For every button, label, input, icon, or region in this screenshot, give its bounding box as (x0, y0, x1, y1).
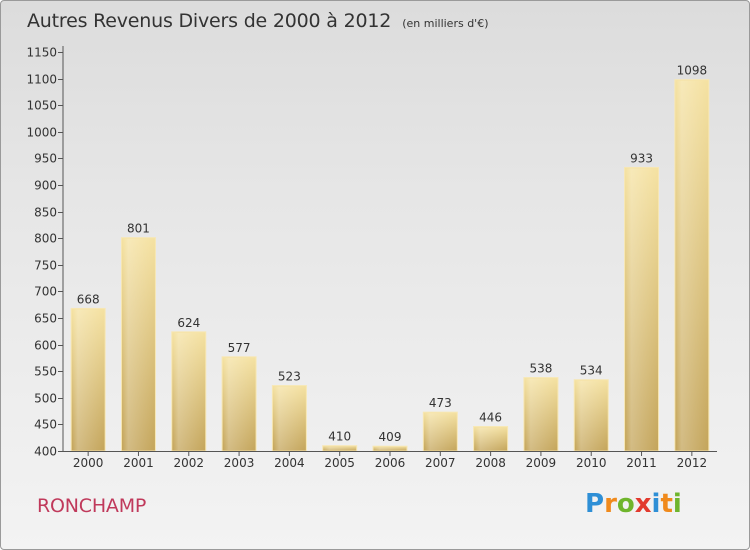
data-label-2004: 523 (278, 370, 301, 384)
data-label-2007: 473 (429, 396, 452, 410)
x-tick-label-2007: 2007 (425, 456, 456, 470)
y-tick-label: 1050 (26, 99, 57, 113)
bar-highlight (323, 446, 356, 450)
logo-letter: i (672, 489, 682, 519)
y-tick-label: 750 (34, 259, 57, 273)
data-labels: 668 801 624 577 523 410 409 473 446 538 534 933 1098 (77, 64, 707, 445)
y-tick-label: 500 (34, 392, 57, 406)
data-label-2000: 668 (77, 292, 100, 306)
x-tick-label-2004: 2004 (274, 456, 305, 470)
y-tick-label: 700 (34, 285, 57, 299)
x-tick-label-2003: 2003 (224, 456, 255, 470)
x-tick-label-2006: 2006 (375, 456, 406, 470)
y-tick-label: 450 (34, 418, 57, 432)
x-tick-label-2009: 2009 (526, 456, 557, 470)
data-label-2003: 577 (228, 341, 251, 355)
y-axis: 400 450 500 550 600 650 700 750 800 850 900 950 1000… (26, 46, 64, 459)
data-label-2011: 933 (630, 151, 653, 165)
x-axis: 2000 2001 2002 2003 2004 2005 2006 2007 2008 2009… (63, 451, 717, 470)
logo-letter: i (651, 489, 661, 519)
data-label-2008: 446 (479, 411, 502, 425)
logo-letter: P (585, 489, 605, 519)
bar-highlight (524, 378, 557, 450)
y-tick-label: 1150 (26, 46, 57, 60)
x-tick-label-2012: 2012 (677, 456, 708, 470)
chart-title: Autres Revenus Divers de 2000 à 2012 (27, 10, 392, 32)
bar-highlight (575, 380, 608, 450)
y-tick-label: 1100 (26, 73, 57, 87)
y-tick-label: 600 (34, 339, 57, 353)
bar-highlight (72, 309, 105, 450)
data-label-2012: 1098 (677, 64, 708, 78)
chart-subtitle: (en milliers d'€) (402, 17, 489, 30)
y-tick-label: 550 (34, 365, 57, 379)
x-tick-label-2002: 2002 (173, 456, 204, 470)
x-tick-label-2001: 2001 (123, 456, 154, 470)
bar-highlight (273, 386, 306, 450)
x-tick-label-2011: 2011 (626, 456, 657, 470)
bar-highlight (675, 80, 708, 450)
bar-highlight (172, 332, 205, 450)
place-name: RONCHAMP (37, 495, 147, 517)
y-tick-label: 400 (34, 445, 57, 459)
bar-highlight (223, 357, 256, 450)
logo-letter: r (604, 489, 617, 519)
y-tick-label: 850 (34, 206, 57, 220)
bar-highlight (474, 427, 507, 450)
proxiti-logo: Proxiti (585, 489, 682, 519)
title-row: Autres Revenus Divers de 2000 à 2012 (en… (27, 10, 489, 32)
logo-letter: x (634, 489, 652, 519)
data-label-2001: 801 (127, 222, 150, 236)
bar-highlight (424, 413, 457, 450)
bar-highlight (374, 447, 406, 450)
x-tick-label-2005: 2005 (324, 456, 355, 470)
y-tick-label: 1000 (26, 126, 57, 140)
x-tick-label-2010: 2010 (576, 456, 607, 470)
bar-highlight (122, 238, 155, 450)
x-tick-label-2000: 2000 (73, 456, 104, 470)
data-label-2009: 538 (529, 362, 552, 376)
logo-letter: o (616, 489, 635, 519)
y-tick-label: 800 (34, 232, 57, 246)
data-label-2002: 624 (177, 316, 200, 330)
y-tick-label: 650 (34, 312, 57, 326)
x-tick-label-2008: 2008 (475, 456, 506, 470)
data-label-2006: 409 (379, 430, 402, 444)
bars (70, 79, 710, 452)
y-tick-label: 950 (34, 152, 57, 166)
logo-letter: t (660, 489, 673, 519)
data-label-2005: 410 (328, 430, 351, 444)
y-tick-label: 900 (34, 179, 57, 193)
bar-highlight (625, 168, 658, 450)
data-label-2010: 534 (580, 364, 603, 378)
